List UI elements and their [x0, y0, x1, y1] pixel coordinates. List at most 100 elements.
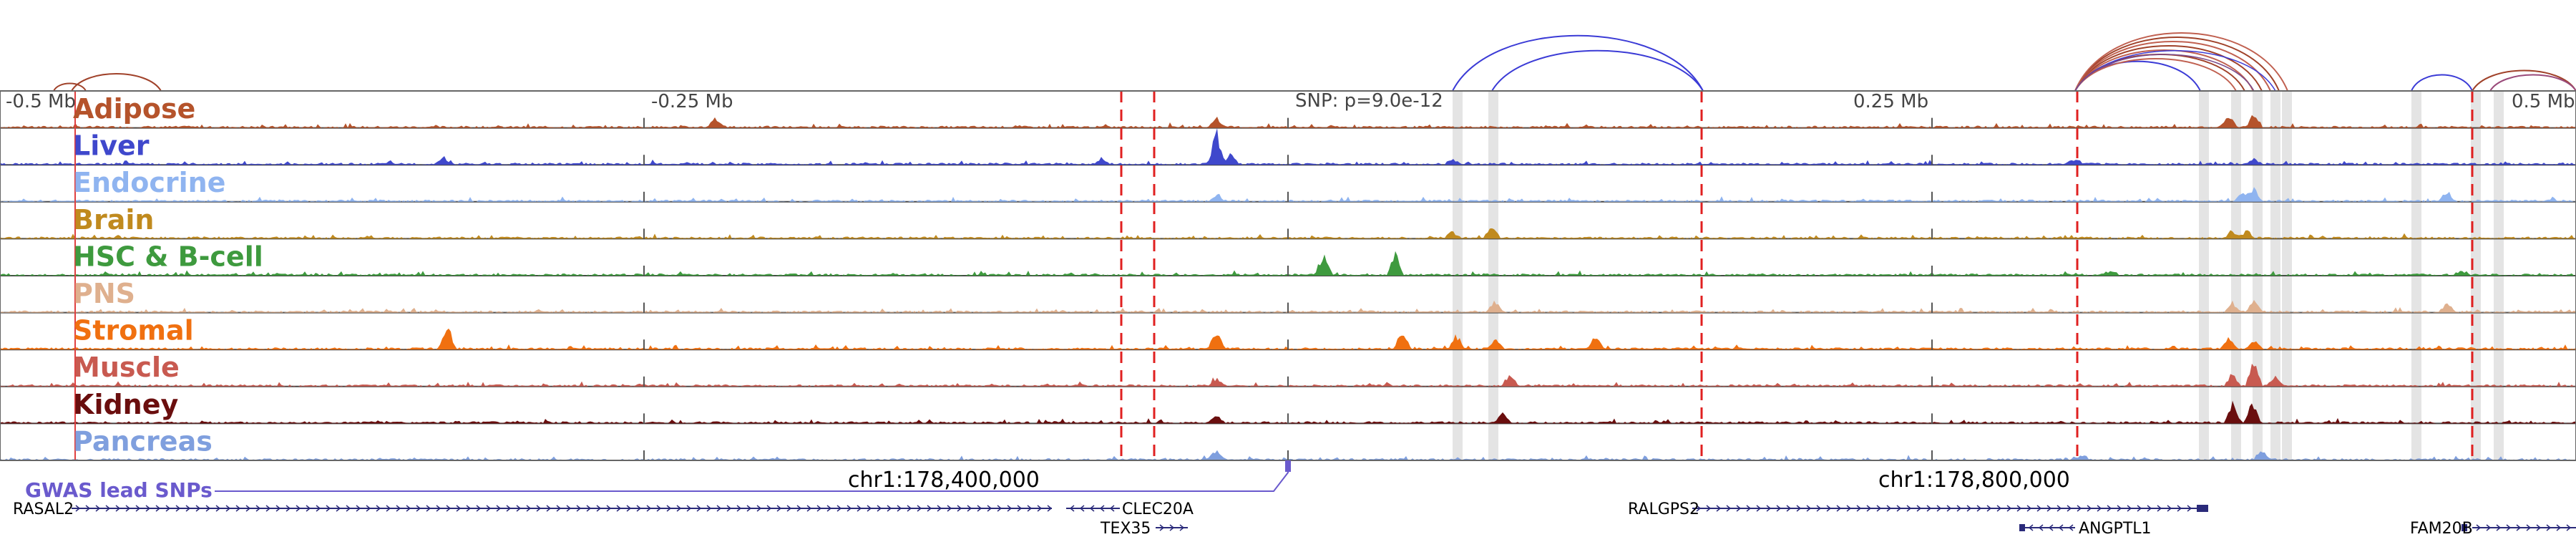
gene-arrow — [746, 505, 752, 512]
gene-arrow — [1796, 505, 1802, 512]
gene-arrow — [1986, 505, 1992, 512]
tick-label-neg-025: -0.25 Mb — [651, 91, 733, 112]
gene-arrow — [1926, 505, 1932, 512]
gene-exon — [2019, 524, 2025, 531]
gene-arrow — [656, 505, 662, 512]
gene-arrow — [917, 505, 922, 512]
signal-adipose — [0, 115, 2576, 128]
gene-arrow — [927, 505, 932, 512]
gene-arrow — [2117, 505, 2122, 512]
gene-arrow — [195, 505, 201, 512]
gene-arrow — [666, 505, 672, 512]
gene-arrow — [2046, 505, 2052, 512]
gene-arrow — [235, 505, 241, 512]
gene-arrow — [1109, 505, 1115, 512]
gene-arrow — [1806, 505, 1812, 512]
gene-arrow — [596, 505, 602, 512]
gene-arrow — [85, 505, 91, 512]
gene-arrow — [1726, 505, 1732, 512]
gene-arrow — [336, 505, 341, 512]
gene-label-fam20b: FAM20B — [2410, 520, 2473, 537]
gene-arrow — [2067, 505, 2072, 512]
gene-arrow — [2566, 524, 2572, 531]
gene-arrow — [306, 505, 311, 512]
gene-arrow — [2107, 505, 2112, 512]
gene-arrow — [1169, 524, 1175, 531]
gene-arrow — [155, 505, 161, 512]
gene-arrow — [1069, 505, 1075, 512]
gene-arrow — [796, 505, 802, 512]
track-label: Adipose — [73, 93, 195, 125]
chromatin-loops — [53, 32, 2576, 92]
gene-arrow — [586, 505, 592, 512]
loop-arc — [1491, 49, 1704, 92]
gene-arrow — [1027, 505, 1033, 512]
loop-arc — [2074, 49, 2254, 92]
gene-arrow — [275, 505, 281, 512]
gene-arrow — [1946, 505, 1952, 512]
signal-pancreas — [0, 450, 2576, 460]
gene-arrow — [2167, 505, 2172, 512]
gene-arrow — [1017, 505, 1023, 512]
loop-arc — [2411, 74, 2473, 92]
gene-arrow — [165, 505, 171, 512]
gene-arrow — [967, 505, 972, 512]
gene-arrow — [2036, 505, 2042, 512]
gene-arrow — [416, 505, 421, 512]
gene-arrow — [1866, 505, 1872, 512]
gene-arrow — [346, 505, 351, 512]
gene-arrow — [2016, 505, 2022, 512]
gene-arrow — [436, 505, 441, 512]
gene-arrow — [1966, 505, 1972, 512]
gene-arrow — [806, 505, 812, 512]
track-label: PNS — [73, 278, 135, 309]
gene-arrow — [316, 505, 321, 512]
gene-arrow — [1766, 505, 1772, 512]
gene-arrow — [326, 505, 331, 512]
gene-arrow — [686, 505, 692, 512]
track-label: Liver — [73, 130, 150, 162]
gene-arrow — [526, 505, 532, 512]
gene-arrow — [426, 505, 431, 512]
gene-arrow — [2147, 505, 2152, 512]
gene-arrow — [2026, 505, 2032, 512]
gene-arrow — [1786, 505, 1792, 512]
gene-arrow — [1099, 505, 1105, 512]
gene-arrow — [2058, 524, 2064, 531]
gene-arrow — [726, 505, 732, 512]
gene-arrow — [255, 505, 261, 512]
gene-arrow — [676, 505, 682, 512]
gene-arrow — [2006, 505, 2012, 512]
gene-arrow — [296, 505, 301, 512]
gene-arrow — [2028, 524, 2034, 531]
gene-arrow — [1696, 505, 1702, 512]
gene-arrow — [947, 505, 952, 512]
loop-arc — [53, 82, 87, 92]
gene-arrow — [766, 505, 772, 512]
gene-arrow — [696, 505, 702, 512]
gene-arrow — [2127, 505, 2132, 512]
track-label: Muscle — [73, 352, 180, 383]
gene-arrow — [135, 505, 141, 512]
gene-arrow — [2137, 505, 2142, 512]
gene-arrow — [1906, 505, 1912, 512]
gene-arrow — [1916, 505, 1922, 512]
gene-arrow — [2157, 505, 2162, 512]
gene-arrow — [736, 505, 742, 512]
gene-arrow — [205, 505, 211, 512]
gene-arrow — [1816, 505, 1822, 512]
gene-arrow — [1836, 505, 1842, 512]
loop-arc — [2074, 32, 2288, 92]
gene-arrow — [516, 505, 522, 512]
track-label: Stromal — [73, 315, 194, 347]
gene-arrow — [376, 505, 381, 512]
gene-arrow — [105, 505, 111, 512]
coord-label-2: chr1:178,800,000 — [1878, 468, 2070, 493]
gene-arrow — [2097, 505, 2102, 512]
tick-label-pos-05: 0.5 Mb — [2512, 91, 2575, 112]
gene-arrow — [826, 505, 832, 512]
gene-arrow — [536, 505, 542, 512]
gene-arrow — [1956, 505, 1962, 512]
gene-arrow — [2068, 524, 2074, 531]
gene-arrow — [1896, 505, 1902, 512]
